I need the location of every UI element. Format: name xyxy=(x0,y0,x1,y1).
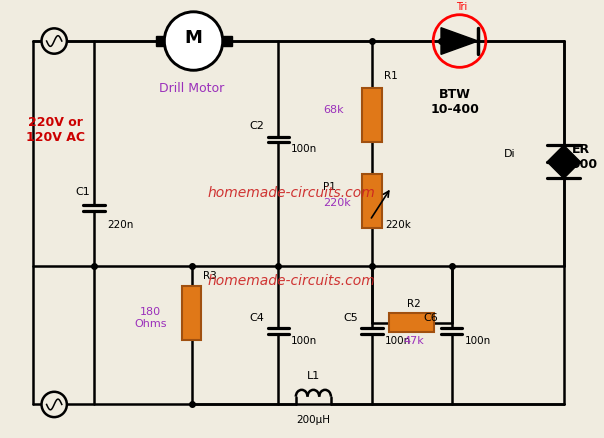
Circle shape xyxy=(42,392,67,417)
Text: C6: C6 xyxy=(423,313,438,323)
Text: C1: C1 xyxy=(76,187,90,197)
Text: homemade-circuits.com: homemade-circuits.com xyxy=(207,274,375,288)
FancyBboxPatch shape xyxy=(155,36,164,46)
Text: 100n: 100n xyxy=(385,336,411,346)
Text: 200μH: 200μH xyxy=(297,415,330,425)
Text: 220n: 220n xyxy=(107,220,133,230)
Polygon shape xyxy=(547,162,580,178)
Text: R2: R2 xyxy=(407,299,420,309)
Text: C2: C2 xyxy=(250,121,265,131)
FancyBboxPatch shape xyxy=(223,36,231,46)
Text: M: M xyxy=(185,29,202,47)
Text: R1: R1 xyxy=(384,71,397,81)
Text: Tri: Tri xyxy=(456,2,467,12)
Text: Drill Motor: Drill Motor xyxy=(159,82,224,95)
Text: BTW
10-400: BTW 10-400 xyxy=(430,88,479,116)
Text: L1: L1 xyxy=(307,371,320,381)
Text: Di: Di xyxy=(504,149,516,159)
Polygon shape xyxy=(547,145,580,162)
Text: 68k: 68k xyxy=(323,105,344,115)
FancyBboxPatch shape xyxy=(182,286,201,339)
Text: R3: R3 xyxy=(204,271,217,281)
Text: P1: P1 xyxy=(323,182,336,192)
Text: 47k: 47k xyxy=(403,336,424,346)
Text: 100n: 100n xyxy=(291,144,317,154)
Text: C4: C4 xyxy=(250,313,265,323)
Text: 180
Ohms: 180 Ohms xyxy=(135,307,167,328)
Text: 220V or
120V AC: 220V or 120V AC xyxy=(25,116,85,144)
FancyBboxPatch shape xyxy=(362,88,382,142)
Text: C5: C5 xyxy=(344,313,358,323)
FancyBboxPatch shape xyxy=(390,313,434,332)
Text: 220k: 220k xyxy=(323,198,351,208)
Text: 100n: 100n xyxy=(464,336,490,346)
Text: homemade-circuits.com: homemade-circuits.com xyxy=(207,186,375,200)
Text: 100n: 100n xyxy=(291,336,317,346)
Circle shape xyxy=(164,12,223,70)
Polygon shape xyxy=(441,28,478,54)
Circle shape xyxy=(42,28,67,54)
Text: 220k: 220k xyxy=(385,220,411,230)
FancyBboxPatch shape xyxy=(362,174,382,228)
Text: ER
900: ER 900 xyxy=(571,143,598,171)
